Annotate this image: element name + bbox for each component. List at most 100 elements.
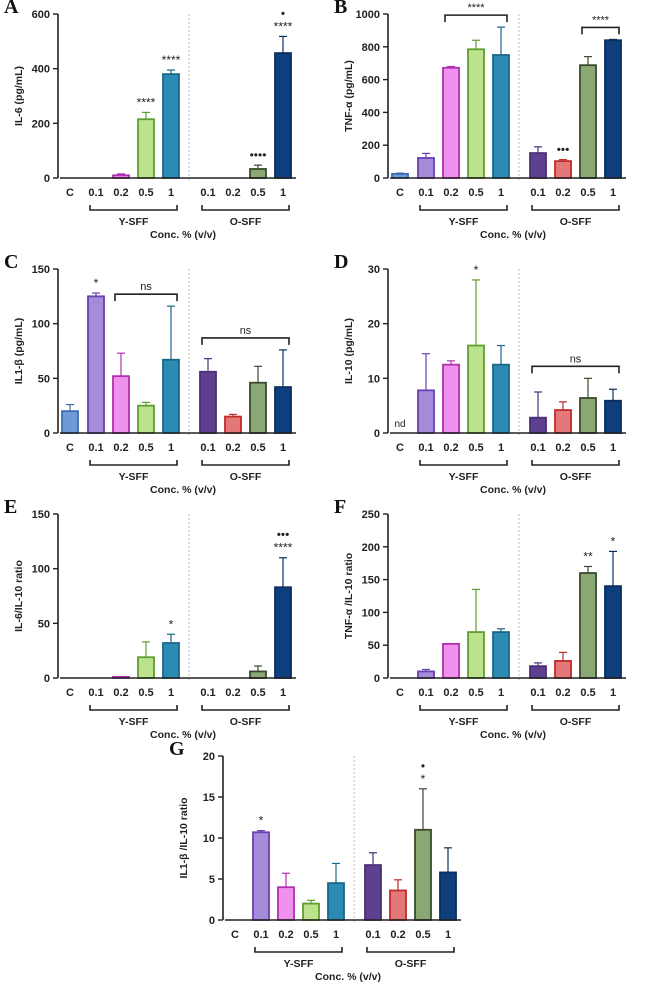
significance-label: **** bbox=[274, 19, 293, 33]
bracket-label: ns bbox=[240, 325, 252, 337]
x-tick-label: 0.5 bbox=[468, 187, 483, 199]
y-tick-label: 1000 bbox=[356, 9, 380, 21]
group-label: Y-SFF bbox=[119, 471, 149, 483]
bar bbox=[162, 73, 180, 179]
group-label: O-SFF bbox=[560, 216, 592, 228]
y-tick-label: 150 bbox=[362, 575, 380, 587]
x-tick-label: C bbox=[66, 442, 74, 454]
panel-c: C 0 50 100 150 IL1-β (pg/mL) C 0.1 * 0.2 0.5 1 0.1 0.… bbox=[0, 251, 330, 500]
panel-e: E 0 50 100 150 IL-6/IL-10 ratio C 0.1 0.2 0.5 1 * 0.… bbox=[0, 496, 330, 745]
significance-bracket bbox=[201, 337, 290, 345]
bracket-label: **** bbox=[592, 14, 610, 26]
bar bbox=[554, 660, 572, 679]
x-tick-label: C bbox=[231, 929, 239, 941]
x-axis-label: Conc. % (v/v) bbox=[150, 729, 216, 741]
x-axis-label: Conc. % (v/v) bbox=[480, 484, 546, 496]
bar bbox=[112, 375, 130, 434]
bar bbox=[579, 64, 597, 179]
group-bracket bbox=[89, 460, 178, 466]
bar bbox=[277, 886, 295, 921]
bar bbox=[274, 52, 292, 179]
y-tick-label: 50 bbox=[38, 618, 50, 630]
bar bbox=[604, 399, 622, 434]
y-axis-label: IL-6 (pg/mL) bbox=[13, 66, 25, 126]
group-label: Y-SFF bbox=[284, 958, 314, 970]
x-tick-label: 0.5 bbox=[138, 442, 153, 454]
group-label: O-SFF bbox=[230, 716, 262, 728]
chart-il1b-il10: 0 5 10 15 20 IL1-β /IL-10 ratio C 0.1 * 0.2 0.5 1 0.… bbox=[178, 751, 461, 983]
group-bracket bbox=[419, 705, 508, 711]
bar bbox=[554, 160, 572, 179]
bar bbox=[162, 358, 180, 434]
x-tick-label: 0.2 bbox=[443, 687, 458, 699]
panel-label: G bbox=[169, 738, 185, 760]
panel-f: F 0 50 100 150 200 250 TNF-α /IL-10 ratio C 0.1 0.… bbox=[330, 496, 660, 745]
significance-label: •••• bbox=[250, 148, 267, 162]
y-tick-label: 100 bbox=[32, 564, 50, 576]
x-tick-label: 1 bbox=[168, 442, 174, 454]
bar bbox=[467, 48, 485, 179]
group-label: O-SFF bbox=[560, 716, 592, 728]
group-label: Y-SFF bbox=[449, 716, 479, 728]
group-label: Y-SFF bbox=[449, 216, 479, 228]
x-tick-label: 0.2 bbox=[225, 687, 240, 699]
y-tick-label: 20 bbox=[368, 319, 380, 331]
panel-label: C bbox=[4, 251, 19, 273]
x-tick-label: 0.2 bbox=[278, 929, 293, 941]
y-axis-label: IL1-β /IL-10 ratio bbox=[178, 797, 190, 878]
x-tick-label: 0.1 bbox=[200, 687, 215, 699]
x-tick-label: 1 bbox=[280, 687, 286, 699]
y-tick-label: 150 bbox=[32, 264, 50, 276]
significance-label: * bbox=[169, 617, 174, 631]
y-tick-label: 200 bbox=[362, 140, 380, 152]
x-tick-label: 0.1 bbox=[418, 187, 433, 199]
panel-label: A bbox=[4, 0, 19, 18]
bar bbox=[417, 389, 435, 434]
x-tick-label: 0.5 bbox=[580, 687, 595, 699]
bar bbox=[274, 586, 292, 679]
x-tick-label: 0.1 bbox=[530, 687, 545, 699]
group-bracket bbox=[201, 460, 290, 466]
y-tick-label: 10 bbox=[368, 373, 380, 385]
group-bracket bbox=[366, 947, 455, 953]
bar bbox=[554, 409, 572, 434]
y-tick-label: 250 bbox=[362, 509, 380, 521]
group-bracket bbox=[419, 205, 508, 211]
significance-label: **** bbox=[162, 53, 181, 67]
y-tick-label: 0 bbox=[44, 673, 50, 685]
x-tick-label: 0.5 bbox=[250, 442, 265, 454]
group-label: O-SFF bbox=[395, 958, 427, 970]
y-tick-label: 800 bbox=[362, 42, 380, 54]
y-tick-label: 600 bbox=[362, 75, 380, 87]
bar bbox=[579, 397, 597, 434]
x-axis-label: Conc. % (v/v) bbox=[480, 729, 546, 741]
y-tick-label: 200 bbox=[362, 542, 380, 554]
group-bracket bbox=[89, 205, 178, 211]
x-tick-label: 1 bbox=[610, 687, 616, 699]
panel-label: F bbox=[334, 496, 347, 518]
x-tick-label: 0.1 bbox=[365, 929, 380, 941]
significance-label: * bbox=[421, 772, 426, 786]
bar bbox=[529, 152, 547, 179]
x-tick-label: 0.5 bbox=[138, 687, 153, 699]
y-axis-label: IL-6/IL-10 ratio bbox=[13, 560, 25, 632]
y-tick-label: 10 bbox=[203, 833, 215, 845]
significance-label: * bbox=[474, 263, 479, 277]
significance-label: * bbox=[259, 814, 264, 828]
x-tick-label: 0.5 bbox=[468, 442, 483, 454]
x-tick-label: 0.1 bbox=[88, 442, 103, 454]
chart-il6-il10: 0 50 100 150 IL-6/IL-10 ratio C 0.1 0.2 0.5 1 * 0.1… bbox=[13, 509, 296, 741]
x-tick-label: 0.1 bbox=[88, 687, 103, 699]
bar bbox=[467, 344, 485, 434]
y-tick-label: 15 bbox=[203, 792, 215, 804]
bar bbox=[417, 670, 435, 679]
bar bbox=[199, 370, 217, 434]
bracket-label: ns bbox=[570, 353, 582, 365]
significance-bracket bbox=[531, 365, 620, 374]
y-axis-label: TNF-α (pg/mL) bbox=[343, 60, 355, 132]
bar bbox=[604, 39, 622, 179]
group-bracket bbox=[531, 460, 620, 466]
y-tick-label: 200 bbox=[32, 118, 50, 130]
x-tick-label: 0.5 bbox=[468, 687, 483, 699]
